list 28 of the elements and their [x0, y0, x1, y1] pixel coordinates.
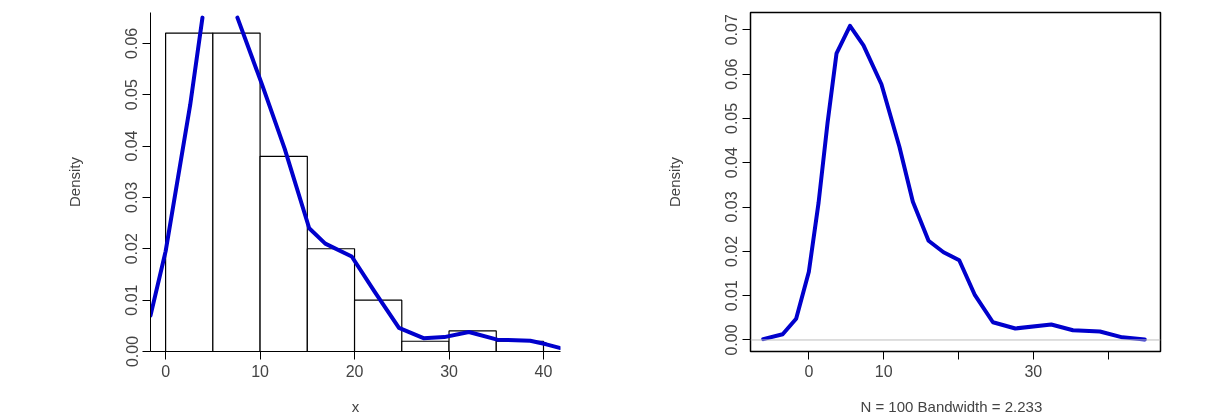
y-tick-label: 0.02 [123, 233, 141, 265]
x-tick-label: 0 [804, 362, 814, 380]
x-tick-label: 20 [345, 362, 364, 380]
y-tick-label: 0.06 [723, 58, 741, 90]
y-tick-label: 0.03 [123, 181, 141, 213]
y-tick-label: 0.06 [123, 27, 141, 59]
y-tick-label: 0.01 [723, 279, 741, 312]
y-axis-title: Density [665, 156, 683, 208]
x-tick-label: 40 [534, 362, 553, 380]
x-axis-title: x [351, 397, 360, 415]
y-tick-label: 0.03 [723, 191, 741, 223]
y-tick-label: 0.07 [723, 14, 741, 46]
y-tick-label: 0.01 [123, 284, 141, 316]
x-tick-label: 30 [440, 362, 459, 380]
x-axis-title: N = 100 Bandwidth = 2.233 [860, 397, 1043, 415]
x-tick-label: 0 [161, 362, 171, 380]
y-tick-label: 0.00 [123, 335, 141, 368]
y-tick-label: 0.00 [723, 324, 741, 356]
y-tick-label: 0.05 [123, 79, 141, 111]
x-tick-label: 10 [251, 362, 270, 380]
x-tick-label: 30 [1024, 362, 1043, 380]
y-tick-label: 0.05 [723, 102, 741, 134]
line-series [761, 23, 1147, 342]
y-tick-label: 0.02 [723, 235, 741, 267]
y-tick-label: 0.04 [123, 130, 141, 162]
y-axis-title: Density [65, 156, 83, 208]
y-tick-label: 0.04 [723, 147, 741, 179]
x-tick-label: 10 [874, 362, 893, 380]
